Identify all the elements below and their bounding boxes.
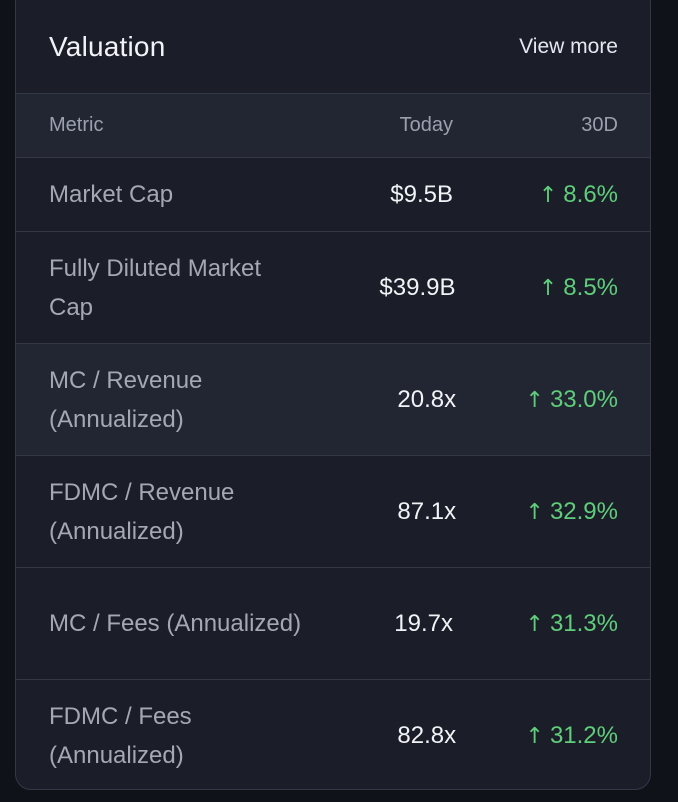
table-row-fdmc-fees: FDMC / Fees (Annualized) 82.8x ↑ 31.2% (16, 680, 650, 789)
view-more-link[interactable]: View more (519, 35, 618, 58)
arrow-up-icon: ↑ (525, 387, 544, 413)
metric-label: FDMC / Fees (Annualized) (49, 703, 192, 769)
today-value: 82.8x (397, 722, 457, 749)
metric-label: MC / Revenue (Annualized) (49, 366, 203, 433)
change-value: ↑ 31.2% (456, 722, 619, 750)
arrow-up-icon: ↑ (525, 724, 544, 749)
arrow-up-icon: ↑ (525, 499, 544, 525)
metric-label: Fully Diluted Market Cap (49, 254, 262, 321)
arrow-up-icon: ↑ (525, 611, 544, 637)
table-row-market-cap: Market Cap $9.5B ↑ 8.6% (16, 158, 650, 232)
today-value: 19.7x (394, 609, 453, 637)
table-row-fully-diluted-market-cap: Fully Diluted Market Cap $39.9B ↑ 8.5% (16, 232, 650, 344)
table-row-fdmc-revenue: FDMC / Revenue (Annualized) 87.1x ↑ 32.9% (16, 456, 650, 568)
change-percent: 8.6% (563, 180, 618, 208)
change-percent: 31.2% (549, 722, 618, 749)
change-percent: 8.5% (563, 273, 618, 301)
today-value: $39.9B (379, 273, 456, 301)
change-value: ↑ 31.3% (453, 609, 619, 638)
change-value: ↑ 33.0% (456, 385, 619, 414)
card-header: Valuation View more (16, 0, 650, 94)
metric-label: Market Cap (49, 181, 174, 208)
column-header-30d: 30D (581, 114, 618, 136)
arrow-up-icon: ↑ (538, 182, 558, 208)
change-value: ↑ 8.5% (456, 273, 618, 302)
change-percent: 33.0% (549, 385, 618, 413)
column-header-metric: Metric (49, 114, 104, 136)
today-value: $9.5B (390, 180, 453, 208)
card-title: Valuation (49, 31, 166, 62)
change-value: ↑ 8.6% (453, 181, 618, 209)
table-header-row: Metric Today 30D (16, 94, 650, 158)
column-header-today: Today (399, 114, 453, 136)
today-value: 87.1x (397, 497, 457, 525)
change-percent: 31.3% (549, 609, 618, 637)
table-row-mc-revenue[interactable]: MC / Revenue (Annualized) 20.8x ↑ 33.0% (16, 344, 650, 456)
valuation-card: Valuation View more Metric Today 30D Mar… (15, 0, 651, 790)
change-percent: 32.9% (549, 497, 618, 525)
metric-label: FDMC / Revenue (Annualized) (49, 478, 235, 545)
arrow-up-icon: ↑ (538, 275, 558, 301)
today-value: 20.8x (397, 385, 457, 413)
table-row-mc-fees: MC / Fees (Annualized) 19.7x ↑ 31.3% (16, 568, 650, 680)
change-value: ↑ 32.9% (456, 497, 619, 526)
metric-label: MC / Fees (Annualized) (49, 610, 302, 637)
